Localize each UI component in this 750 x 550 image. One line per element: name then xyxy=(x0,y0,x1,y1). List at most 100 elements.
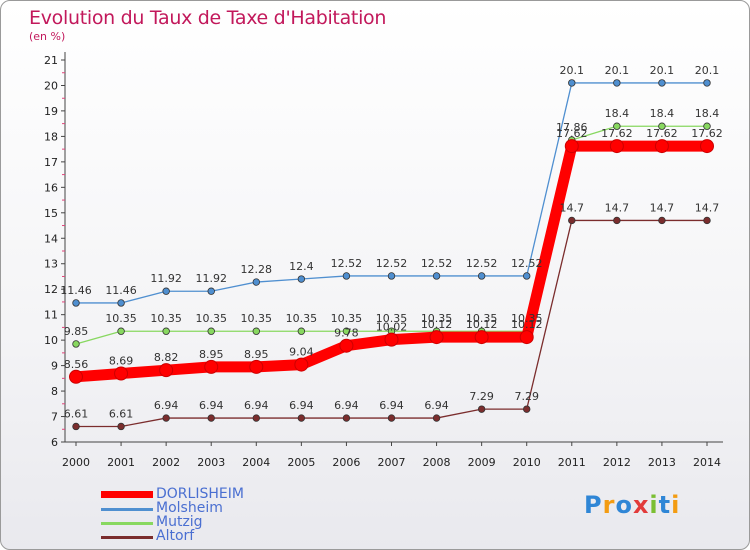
chart-title: Evolution du Taux de Taxe d'Habitation xyxy=(29,7,387,29)
data-label: 10.12 xyxy=(466,318,498,331)
x-tick-label: 2014 xyxy=(693,456,721,469)
x-tick-label: 2009 xyxy=(468,456,496,469)
y-tick-label: 8 xyxy=(51,385,58,398)
data-label: 11.46 xyxy=(60,284,92,297)
logo-letter: t xyxy=(658,491,672,519)
data-point xyxy=(72,340,80,348)
data-label: 10.35 xyxy=(105,312,137,325)
data-label: 18.4 xyxy=(650,107,675,120)
data-label: 12.52 xyxy=(421,257,453,270)
data-point xyxy=(204,359,219,374)
x-tick-label: 2002 xyxy=(152,456,180,469)
y-tick-label: 21 xyxy=(44,54,58,67)
data-label: 14.7 xyxy=(605,201,630,214)
legend-swatch-molsheim xyxy=(101,508,153,511)
y-tick-label: 14 xyxy=(44,232,58,245)
y-tick-label: 17 xyxy=(44,156,58,169)
y-tick-label: 13 xyxy=(44,258,58,271)
data-label: 11.92 xyxy=(195,272,227,285)
data-label: 14.7 xyxy=(560,201,585,214)
data-label: 12.52 xyxy=(331,257,363,270)
data-point xyxy=(294,357,309,372)
data-label: 12.52 xyxy=(511,257,543,270)
data-point xyxy=(297,327,306,335)
y-tick-label: 20 xyxy=(44,79,58,92)
y-tick-label: 6 xyxy=(51,436,58,449)
data-label: 10.35 xyxy=(331,312,363,325)
data-label: 7.29 xyxy=(469,390,494,403)
data-label: 6.94 xyxy=(334,399,359,412)
y-tick-label: 12 xyxy=(44,283,58,296)
data-label: 6.61 xyxy=(64,407,89,420)
legend-swatch-mutzig xyxy=(101,522,153,525)
data-label: 10.35 xyxy=(241,312,273,325)
data-point xyxy=(339,338,354,353)
data-label: 18.4 xyxy=(605,107,630,120)
data-label: 10.35 xyxy=(195,312,227,325)
data-point xyxy=(519,330,534,345)
data-point xyxy=(159,363,174,378)
data-point xyxy=(72,299,80,307)
data-point xyxy=(387,272,396,280)
legend-label-altorf: Altorf xyxy=(156,528,195,544)
data-point xyxy=(568,79,576,87)
data-label: 6.94 xyxy=(379,399,404,412)
data-point xyxy=(613,79,621,87)
data-point xyxy=(117,327,125,335)
data-label: 12.4 xyxy=(289,260,314,273)
data-label: 12.52 xyxy=(376,257,408,270)
data-point xyxy=(568,216,576,225)
data-point xyxy=(297,414,306,422)
data-point xyxy=(252,414,260,422)
x-tick-label: 2010 xyxy=(513,456,541,469)
data-point xyxy=(477,405,486,413)
data-point xyxy=(387,414,396,422)
data-label: 6.61 xyxy=(109,407,134,420)
logo-letter: x xyxy=(632,491,650,519)
y-tick-label: 11 xyxy=(44,309,58,322)
data-label: 20.1 xyxy=(605,64,630,77)
data-label: 8.95 xyxy=(199,348,224,361)
data-point xyxy=(117,299,125,307)
data-label: 11.46 xyxy=(105,284,137,297)
data-point xyxy=(658,216,666,225)
data-point xyxy=(117,422,125,431)
data-point xyxy=(114,366,129,381)
legend-swatch-dorlisheim xyxy=(101,491,153,498)
data-point xyxy=(432,272,441,280)
data-point xyxy=(342,272,351,280)
data-label: 10.35 xyxy=(466,312,498,325)
data-label: 18.4 xyxy=(695,107,720,120)
data-label: 6.94 xyxy=(424,399,449,412)
data-label: 17.62 xyxy=(556,127,588,140)
y-tick-label: 18 xyxy=(44,130,58,143)
data-point xyxy=(297,275,306,283)
data-label: 6.94 xyxy=(154,399,179,412)
data-label: 12.52 xyxy=(466,257,498,270)
data-label: 10.35 xyxy=(511,312,543,325)
data-point xyxy=(252,327,260,335)
data-label: 10.35 xyxy=(150,312,182,325)
data-label: 8.82 xyxy=(154,351,179,364)
x-tick-label: 2001 xyxy=(107,456,135,469)
data-label: 11.92 xyxy=(150,272,182,285)
y-tick-label: 9 xyxy=(51,360,58,373)
data-label: 9.04 xyxy=(289,346,314,359)
data-point xyxy=(252,278,260,286)
x-tick-label: 2005 xyxy=(287,456,315,469)
data-label: 8.69 xyxy=(109,354,134,367)
data-label: 17.62 xyxy=(691,127,723,140)
data-point xyxy=(477,272,486,280)
x-tick-label: 2007 xyxy=(378,456,406,469)
data-point xyxy=(703,79,711,87)
data-label: 20.1 xyxy=(695,64,720,77)
data-label: 20.1 xyxy=(650,64,675,77)
x-tick-label: 2006 xyxy=(332,456,360,469)
data-label: 6.94 xyxy=(244,399,269,412)
data-point xyxy=(72,422,80,431)
data-point xyxy=(162,327,170,335)
y-tick-label: 16 xyxy=(44,181,58,194)
data-point xyxy=(658,122,666,130)
